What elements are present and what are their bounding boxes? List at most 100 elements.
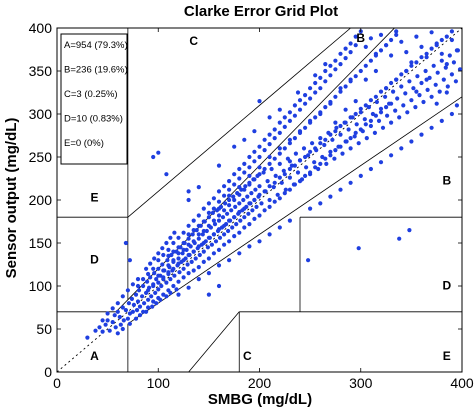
data-point — [190, 232, 195, 237]
data-point — [364, 136, 369, 141]
data-point — [130, 282, 135, 287]
data-point — [303, 125, 308, 130]
data-point — [100, 318, 105, 323]
data-point — [201, 259, 206, 264]
data-point — [144, 309, 149, 314]
data-point — [142, 301, 147, 306]
data-point — [380, 125, 386, 130]
data-point — [439, 37, 444, 43]
data-point — [378, 48, 384, 53]
data-point — [257, 99, 262, 104]
data-point — [238, 218, 243, 223]
data-point — [338, 144, 343, 149]
data-point — [429, 46, 434, 51]
data-point — [389, 80, 394, 86]
data-point — [304, 165, 309, 170]
data-point — [348, 146, 353, 151]
data-point — [333, 120, 338, 125]
data-point — [231, 194, 236, 199]
data-point — [186, 252, 191, 258]
data-point — [250, 208, 255, 213]
data-point — [230, 225, 235, 230]
data-point — [313, 73, 318, 78]
data-point — [340, 151, 345, 156]
data-point — [353, 43, 358, 48]
data-point — [222, 184, 227, 189]
data-point — [141, 309, 146, 314]
legend-entry-a: A=954 (79.3%) — [64, 40, 128, 51]
data-point — [262, 137, 267, 142]
data-point — [343, 120, 348, 125]
data-point — [161, 252, 166, 258]
data-point — [174, 287, 179, 292]
data-point — [176, 279, 181, 284]
data-point — [303, 173, 308, 178]
data-point — [378, 110, 384, 115]
data-point — [227, 179, 232, 184]
data-point — [318, 86, 323, 91]
data-point — [181, 240, 186, 246]
data-point — [149, 294, 154, 299]
data-point — [333, 94, 338, 99]
data-point — [252, 216, 257, 221]
data-point — [201, 228, 206, 234]
data-point — [191, 228, 196, 233]
data-point — [196, 244, 201, 249]
data-point — [151, 283, 156, 289]
data-point — [189, 259, 194, 264]
data-point — [242, 215, 247, 220]
data-point — [378, 106, 384, 111]
data-point — [85, 335, 90, 340]
data-point — [247, 154, 252, 160]
data-point — [343, 84, 348, 89]
data-point — [437, 89, 442, 94]
data-point — [372, 130, 377, 135]
data-point — [385, 113, 390, 118]
data-point — [343, 56, 348, 61]
data-point — [161, 292, 166, 297]
data-point — [449, 37, 454, 43]
zone-label-c: C — [243, 349, 252, 363]
data-point — [257, 172, 262, 177]
data-point — [407, 79, 412, 84]
data-point — [368, 123, 373, 129]
data-point — [186, 232, 191, 237]
data-point — [292, 182, 297, 187]
data-point — [242, 206, 247, 211]
data-point — [171, 240, 176, 246]
data-point — [297, 98, 303, 103]
data-point — [186, 285, 191, 290]
legend-entry-e: E=0 (0%) — [64, 138, 104, 149]
data-point — [232, 215, 237, 220]
data-point — [150, 304, 155, 309]
data-point — [262, 208, 267, 213]
data-point — [227, 187, 232, 192]
data-point — [229, 208, 234, 213]
data-point — [227, 239, 232, 244]
data-point — [332, 156, 337, 161]
data-point — [353, 34, 358, 39]
data-point — [328, 132, 333, 137]
data-point — [318, 75, 323, 80]
data-point — [254, 204, 259, 209]
data-point — [401, 103, 406, 108]
data-point — [193, 256, 198, 261]
data-point — [295, 170, 301, 175]
data-point — [338, 89, 343, 94]
data-point — [419, 44, 424, 50]
data-point — [384, 105, 389, 110]
data-point — [205, 245, 210, 250]
data-point — [449, 29, 454, 34]
data-point — [227, 258, 232, 263]
data-point — [164, 240, 169, 246]
data-point — [166, 270, 171, 275]
data-point — [419, 55, 424, 60]
data-point — [201, 206, 206, 211]
data-point — [247, 244, 252, 249]
data-point — [297, 158, 303, 163]
data-point — [451, 60, 456, 65]
data-point — [358, 173, 363, 178]
data-point — [127, 258, 132, 263]
data-point — [272, 180, 277, 185]
data-point — [443, 65, 448, 70]
